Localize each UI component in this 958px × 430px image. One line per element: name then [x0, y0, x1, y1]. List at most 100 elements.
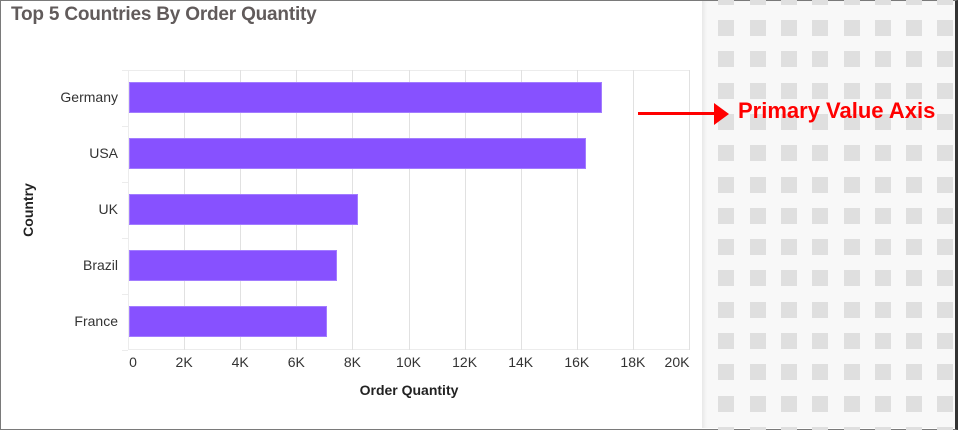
- pattern-square: [906, 176, 922, 193]
- arrow-head-icon: [714, 103, 729, 125]
- pattern-square: [937, 51, 953, 68]
- x-tick-label: 16K: [564, 354, 590, 370]
- pattern-square: [844, 20, 860, 36]
- pattern-square: [750, 51, 766, 68]
- pattern-square: [906, 395, 922, 412]
- pattern-square: [812, 0, 828, 5]
- y-tick: [122, 350, 128, 351]
- y-tick: [122, 70, 128, 71]
- pattern-square: [844, 82, 860, 99]
- y-tick-label: Germany: [60, 89, 118, 105]
- pattern-square: [906, 270, 922, 287]
- pattern-square: [844, 270, 860, 287]
- pattern-square: [718, 239, 734, 256]
- pattern-square: [906, 301, 922, 318]
- pattern-square: [812, 51, 828, 68]
- x-tick-label: 10K: [396, 354, 421, 370]
- pattern-square: [937, 364, 953, 381]
- pattern-square: [781, 145, 797, 162]
- gridline: [632, 70, 634, 350]
- chart-title: Top 5 Countries By Order Quantity: [11, 4, 317, 25]
- pattern-square: [718, 333, 734, 349]
- pattern-square: [781, 20, 797, 36]
- pattern-square: [750, 426, 766, 430]
- x-tick-label: 8K: [343, 354, 361, 370]
- pattern-square: [781, 51, 797, 68]
- pattern-square: [937, 145, 953, 162]
- y-tick: [122, 294, 128, 295]
- y-tick-label: Brazil: [82, 257, 118, 273]
- pattern-square: [937, 333, 953, 349]
- gridline: [408, 70, 410, 350]
- x-tick-label: 14K: [508, 354, 534, 370]
- pattern-square: [812, 113, 828, 130]
- pattern-square: [875, 0, 891, 5]
- pattern-square: [750, 0, 766, 5]
- pattern-square: [906, 426, 922, 430]
- pattern-square: [875, 333, 891, 349]
- pattern-square: [844, 333, 860, 349]
- pattern-square: [844, 364, 860, 381]
- pattern-square: [718, 0, 734, 5]
- pattern-square: [812, 364, 828, 381]
- pattern-square: [875, 364, 891, 381]
- bar-uk[interactable]: [129, 194, 358, 225]
- plot-area: [122, 70, 690, 351]
- pattern-square: [875, 395, 891, 412]
- x-tick-label: 12K: [452, 354, 478, 370]
- pattern-square: [812, 20, 828, 36]
- pattern-square: [844, 113, 860, 130]
- pattern-square: [937, 176, 953, 193]
- pattern-square: [781, 426, 797, 430]
- pattern-square: [937, 270, 953, 287]
- pattern-square: [937, 239, 953, 256]
- pattern-square: [906, 207, 922, 224]
- pattern-square: [781, 0, 797, 5]
- pattern-square: [781, 207, 797, 224]
- pattern-square: [844, 176, 860, 193]
- gridline: [689, 70, 690, 350]
- pattern-square: [844, 301, 860, 318]
- pattern-square: [875, 207, 891, 224]
- pattern-square: [906, 364, 922, 381]
- pattern-square: [844, 0, 860, 5]
- pattern-square: [781, 364, 797, 381]
- pattern-square: [812, 176, 828, 193]
- pattern-square: [750, 395, 766, 412]
- pattern-square: [875, 113, 891, 130]
- pattern-square: [781, 239, 797, 256]
- pattern-square: [812, 426, 828, 430]
- pattern-square: [812, 239, 828, 256]
- pattern-square: [718, 20, 734, 36]
- x-tick-label: 4K: [231, 354, 249, 370]
- pattern-square: [718, 301, 734, 318]
- pattern-square: [750, 301, 766, 318]
- pattern-square: [937, 20, 953, 36]
- pattern-square: [906, 0, 922, 5]
- y-tick: [122, 182, 128, 183]
- pattern-square: [875, 176, 891, 193]
- bar-usa[interactable]: [129, 138, 587, 169]
- bar-brazil[interactable]: [129, 250, 337, 281]
- pattern-square: [906, 82, 922, 99]
- pattern-square: [844, 145, 860, 162]
- pattern-square: [812, 301, 828, 318]
- pattern-square: [781, 113, 797, 130]
- bar-germany[interactable]: [129, 82, 602, 113]
- pattern-square: [718, 364, 734, 381]
- y-tick-label: USA: [89, 145, 118, 161]
- pattern-square: [718, 207, 734, 224]
- pattern-square: [781, 395, 797, 412]
- bar-france[interactable]: [129, 306, 327, 337]
- callout-label: Primary Value Axis: [738, 98, 936, 123]
- y-tick-label: France: [74, 313, 118, 329]
- gridline: [464, 70, 466, 350]
- pattern-square: [875, 82, 891, 99]
- pattern-square: [906, 20, 922, 36]
- pattern-square: [937, 0, 953, 5]
- pattern-square: [875, 239, 891, 256]
- pattern-square: [937, 207, 953, 224]
- pattern-square: [906, 113, 922, 130]
- x-tick-label: 0: [129, 354, 137, 370]
- pattern-square: [812, 395, 828, 412]
